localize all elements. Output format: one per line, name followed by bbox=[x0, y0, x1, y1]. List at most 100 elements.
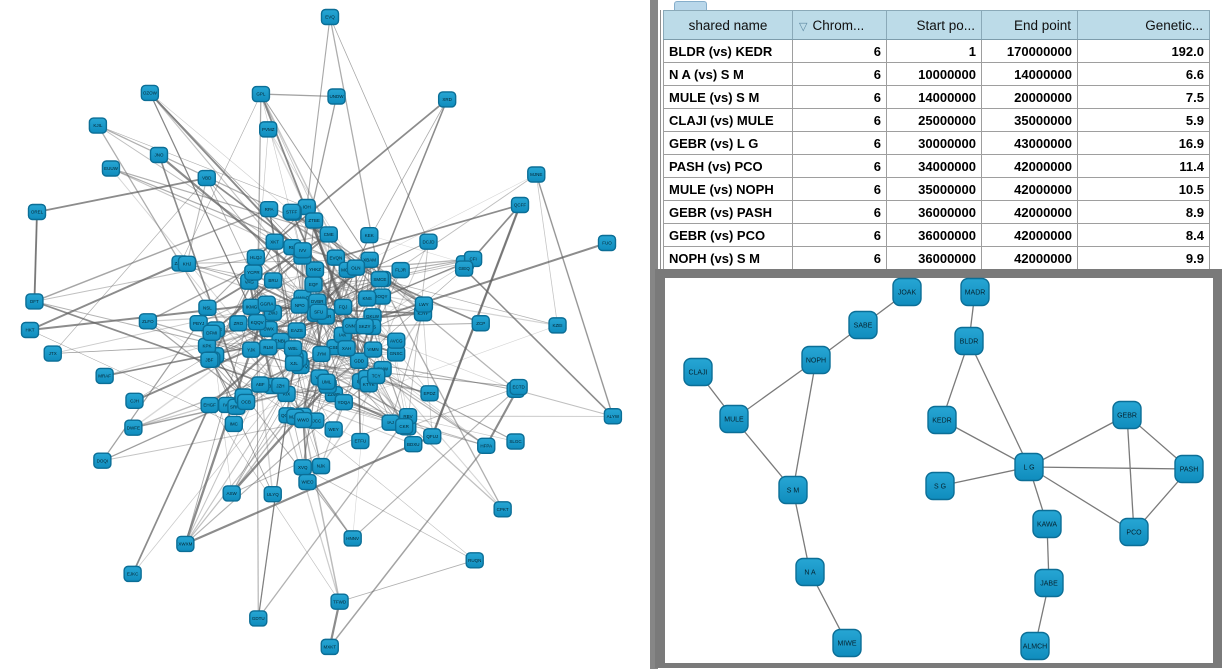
cell-value[interactable]: 7.5 bbox=[1077, 85, 1210, 109]
cell-shared-name[interactable]: GEBR (vs) PCO bbox=[663, 223, 793, 247]
network-node[interactable]: JBF bbox=[200, 351, 219, 369]
network-node[interactable]: XVQ bbox=[293, 459, 312, 476]
cell-value[interactable]: 1 bbox=[886, 39, 982, 63]
cell-value[interactable]: 42000000 bbox=[981, 200, 1078, 224]
cell-value[interactable]: 20000000 bbox=[981, 85, 1078, 109]
cell-value[interactable]: 25000000 bbox=[886, 108, 982, 132]
network-node[interactable]: DWFE bbox=[124, 419, 143, 436]
subnet-node-GEBR[interactable]: GEBR bbox=[1112, 400, 1142, 430]
network-node[interactable]: YCPR bbox=[244, 264, 263, 281]
cell-value[interactable]: 6 bbox=[792, 131, 887, 155]
network-node[interactable]: DCJD bbox=[419, 233, 438, 250]
column-header-end-point[interactable]: End point bbox=[981, 10, 1078, 40]
network-node[interactable]: UNDW bbox=[327, 88, 346, 105]
cell-value[interactable]: 30000000 bbox=[886, 131, 982, 155]
cell-value[interactable]: 6 bbox=[792, 223, 887, 247]
network-node[interactable]: YJK bbox=[242, 341, 261, 358]
cell-value[interactable]: 6 bbox=[792, 108, 887, 132]
network-node[interactable]: MRAF bbox=[95, 367, 114, 385]
network-node[interactable]: IMC bbox=[224, 415, 243, 433]
subnet-node-JOAK[interactable]: JOAK bbox=[892, 277, 922, 307]
network-node[interactable]: MJNE bbox=[527, 166, 546, 183]
network-node[interactable]: ULYQ bbox=[263, 485, 282, 503]
subnet-node-S-M[interactable]: S M bbox=[778, 475, 808, 505]
network-node[interactable]: NJK bbox=[311, 457, 331, 475]
network-node[interactable]: KNS bbox=[357, 290, 377, 307]
network-node[interactable]: EUUW bbox=[101, 160, 121, 177]
subnet-node-L-G[interactable]: L G bbox=[1014, 452, 1044, 482]
cell-value[interactable]: 35000000 bbox=[981, 108, 1078, 132]
table-row[interactable]: PASH (vs) PCO 6 34000000 42000000 11.4 bbox=[663, 154, 1210, 178]
network-node[interactable]: TCY bbox=[366, 367, 386, 385]
network-node[interactable]: ZCP bbox=[471, 315, 490, 332]
cell-value[interactable]: 42000000 bbox=[981, 223, 1078, 247]
pane-divider[interactable] bbox=[650, 0, 658, 669]
network-node[interactable]: NSL bbox=[198, 299, 217, 316]
cell-shared-name[interactable]: PASH (vs) PCO bbox=[663, 154, 793, 178]
network-node[interactable]: EAZS bbox=[287, 322, 307, 339]
network-node[interactable]: OCB bbox=[236, 393, 256, 411]
network-node[interactable]: EQF bbox=[304, 276, 323, 293]
cell-value[interactable]: 14000000 bbox=[981, 62, 1078, 86]
network-node[interactable]: DFT bbox=[25, 293, 44, 310]
network-node[interactable]: KEK bbox=[360, 226, 379, 244]
network-node[interactable]: IKMG bbox=[242, 298, 261, 316]
subnet-node-BLDR[interactable]: BLDR bbox=[954, 326, 984, 356]
network-node[interactable]: DFMI bbox=[202, 324, 221, 342]
cell-value[interactable]: 8.9 bbox=[1077, 200, 1210, 224]
network-node[interactable]: DOQI bbox=[93, 452, 112, 469]
subnet-edge-NOPH-S-M[interactable] bbox=[792, 359, 817, 491]
network-node[interactable]: VBD bbox=[197, 169, 216, 187]
cell-value[interactable]: 16.9 bbox=[1077, 131, 1210, 155]
cell-value[interactable]: 6 bbox=[792, 200, 887, 224]
network-node[interactable]: EPDZ bbox=[420, 385, 439, 402]
network-node[interactable]: ALYW bbox=[603, 408, 623, 425]
subnet-node-KAWA[interactable]: KAWA bbox=[1032, 509, 1062, 539]
network-node[interactable]: YHKZ bbox=[305, 261, 325, 278]
cell-value[interactable]: 9.9 bbox=[1077, 246, 1210, 270]
network-node[interactable]: PVMZ bbox=[259, 121, 278, 138]
network-node[interactable]: QCFF bbox=[510, 196, 530, 214]
cell-shared-name[interactable]: BLDR (vs) KEDR bbox=[663, 39, 793, 63]
network-node[interactable]: JYM bbox=[312, 345, 331, 363]
network-node[interactable]: CME bbox=[319, 226, 338, 243]
network-node[interactable]: HKT bbox=[20, 321, 40, 339]
cell-value[interactable]: 170000000 bbox=[981, 39, 1078, 63]
network-node[interactable]: TFWD bbox=[330, 593, 349, 610]
cell-shared-name[interactable]: MULE (vs) S M bbox=[663, 85, 793, 109]
cell-value[interactable]: 36000000 bbox=[886, 200, 982, 224]
subnet-edge-L-G-PASH[interactable] bbox=[1028, 466, 1190, 470]
network-node[interactable]: FLJR bbox=[391, 261, 410, 279]
cell-value[interactable]: 5.9 bbox=[1077, 108, 1210, 132]
network-node[interactable]: HNNV bbox=[343, 530, 362, 547]
network-node[interactable]: HLQJ bbox=[246, 249, 266, 266]
sort-filter-icon[interactable]: ▽ bbox=[799, 20, 808, 33]
network-node[interactable]: ASW bbox=[222, 485, 241, 502]
main-network-view[interactable]: EVQJNOORELFUOQCFFHKTETFUIOHGDDPOBEWDWQIA… bbox=[0, 0, 650, 669]
network-node[interactable]: RPA bbox=[259, 201, 279, 218]
network-node[interactable]: GGRA bbox=[257, 295, 276, 312]
network-node[interactable]: ABF bbox=[251, 376, 270, 393]
network-node[interactable]: EJKC bbox=[123, 565, 142, 583]
network-node[interactable]: XKT bbox=[265, 233, 284, 250]
cell-shared-name[interactable]: GEBR (vs) L G bbox=[663, 131, 793, 155]
network-node[interactable]: KJIL bbox=[88, 117, 108, 134]
table-row[interactable]: GEBR (vs) PCO 6 36000000 42000000 8.4 bbox=[663, 223, 1210, 247]
cell-value[interactable]: 6 bbox=[792, 177, 887, 201]
network-node[interactable]: ETFU bbox=[351, 432, 370, 450]
network-node[interactable]: ZRO bbox=[229, 315, 248, 332]
cell-value[interactable]: 36000000 bbox=[886, 246, 982, 270]
network-node[interactable]: KZEI bbox=[548, 317, 567, 334]
subnet-edge-L-G-GEBR[interactable] bbox=[1028, 414, 1128, 468]
network-node[interactable]: ZTBE bbox=[304, 212, 324, 229]
table-row[interactable]: MULE (vs) NOPH 6 35000000 42000000 10.5 bbox=[663, 177, 1210, 201]
cell-value[interactable]: 43000000 bbox=[981, 131, 1078, 155]
network-node[interactable]: XAH bbox=[337, 340, 356, 357]
network-node[interactable]: STFF bbox=[282, 203, 301, 220]
subnet-node-PASH[interactable]: PASH bbox=[1174, 454, 1204, 484]
network-node[interactable]: XJL bbox=[284, 355, 304, 372]
network-node[interactable]: ZLFO bbox=[138, 313, 158, 330]
cell-value[interactable]: 6 bbox=[792, 39, 887, 63]
network-node[interactable]: OZOW bbox=[140, 84, 160, 102]
table-row[interactable]: MULE (vs) S M 6 14000000 20000000 7.5 bbox=[663, 85, 1210, 109]
